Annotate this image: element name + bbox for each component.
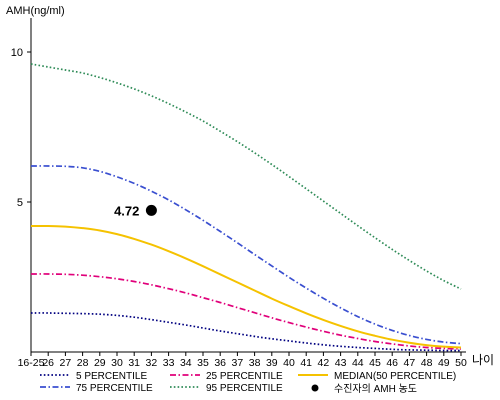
x-tick-label: 42 [318, 357, 330, 369]
x-tick-label: 47 [404, 357, 416, 369]
legend-label-median-50-percentile: MEDIAN(50 PERCENTILE) [334, 371, 456, 382]
x-tick-label: 45 [369, 357, 381, 369]
x-tick-label: 44 [352, 357, 364, 369]
series-line-median-50-percentile [30, 224, 462, 349]
y-axis-label: AMH(ng/ml) [6, 5, 65, 17]
x-tick-label: 28 [77, 357, 89, 369]
x-tick-label: 30 [111, 357, 123, 369]
legend-label-patient-marker: 수진자의 AMH 농도 [334, 383, 417, 395]
series-line-25-percentile [30, 273, 462, 350]
x-tick-label: 16-25 [18, 357, 45, 369]
x-tick-label: 33 [163, 357, 175, 369]
y-ticks: 10 5 [11, 47, 31, 209]
x-tick-label: 49 [438, 357, 450, 369]
legend-label-95-percentile: 95 PERCENTILE [206, 383, 283, 394]
x-tick-label: 39 [266, 357, 278, 369]
legend-label-5-percentile: 5 PERCENTILE [76, 371, 147, 382]
legend: 5 PERCENTILE 25 PERCENTILE MEDIAN(50 PERCE… [40, 371, 456, 395]
y-tick-label: 10 [11, 47, 23, 59]
y-tick-label: 5 [17, 197, 23, 209]
x-tick-label: 41 [300, 357, 312, 369]
series-line-95-percentile [30, 63, 462, 290]
series-line-5-percentile [30, 312, 462, 352]
x-tick-label: 46 [386, 357, 398, 369]
x-tick-label: 37 [232, 357, 244, 369]
chart-axes: AMH(ng/ml) 나이 [6, 5, 494, 367]
x-tick-label: 50 [455, 357, 467, 369]
x-tick-label: 34 [180, 357, 192, 369]
legend-label-25-percentile: 25 PERCENTILE [206, 371, 283, 382]
x-tick-label: 40 [283, 357, 295, 369]
series-line-75-percentile [30, 165, 462, 345]
patient-marker-point [145, 204, 157, 216]
patient-marker-label: 4.72 [114, 203, 139, 218]
patient-marker: 4.72 [114, 203, 157, 218]
x-tick-label: 48 [421, 357, 433, 369]
x-tick-label: 26 [42, 357, 54, 369]
legend-swatch-patient-marker [311, 384, 319, 392]
legend-label-75-percentile: 75 PERCENTILE [76, 383, 153, 394]
x-tick-label: 36 [214, 357, 226, 369]
x-tick-label: 38 [249, 357, 261, 369]
x-tick-label: 43 [335, 357, 347, 369]
x-tick-label: 35 [197, 357, 209, 369]
x-tick-label: 32 [146, 357, 158, 369]
x-tick-label: 29 [94, 357, 106, 369]
x-axis-label: 나이 [472, 353, 494, 367]
x-tick-label: 27 [60, 357, 72, 369]
x-tick-label: 31 [128, 357, 140, 369]
series-lines [30, 63, 462, 352]
